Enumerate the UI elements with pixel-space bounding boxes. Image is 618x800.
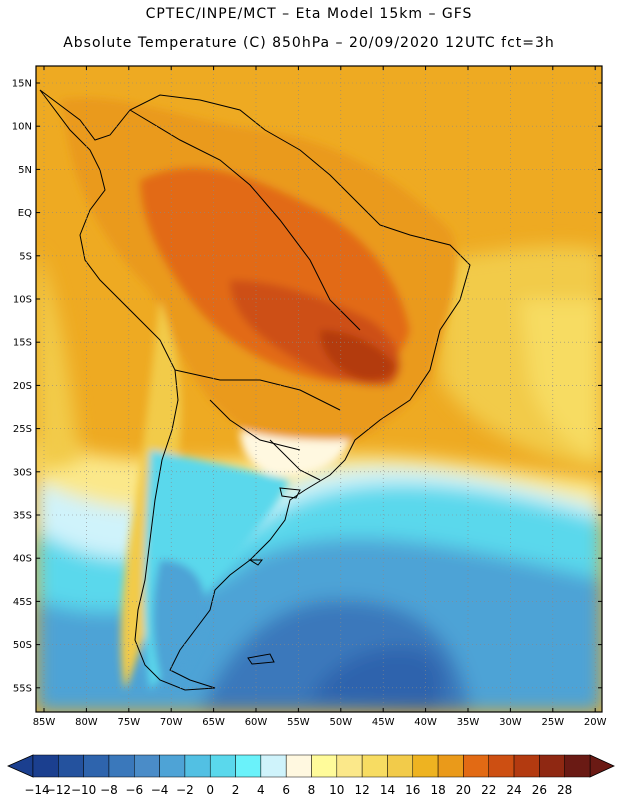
- lon-label: 75W: [117, 717, 140, 728]
- lat-label: 30S: [13, 467, 32, 478]
- lon-label: 20W: [584, 717, 607, 728]
- lon-label: 55W: [287, 717, 310, 728]
- colorbar-label: 6: [282, 783, 290, 797]
- colorbar-swatch: [361, 754, 388, 778]
- colorbar-label: 24: [506, 783, 521, 797]
- colorbar-label: 26: [532, 783, 547, 797]
- colorbar-swatch: [83, 754, 110, 778]
- coastline-outline: [39, 89, 471, 691]
- colorbar-label: 28: [557, 783, 572, 797]
- lat-label: 10S: [13, 295, 32, 306]
- colorbar-swatch: [539, 754, 565, 778]
- colorbar-label: −8: [100, 783, 118, 797]
- lon-label: 30W: [499, 717, 522, 728]
- colorbar-swatch: [184, 754, 211, 778]
- map-frame: [35, 65, 603, 713]
- colorbar-label: −10: [71, 783, 96, 797]
- lat-label: 10N: [12, 122, 32, 133]
- lon-label: 45W: [372, 717, 395, 728]
- lat-label: 50S: [13, 640, 32, 651]
- colorbar-over-arrow: [589, 754, 615, 778]
- colorbar-swatch: [159, 754, 186, 778]
- lon-label: 85W: [33, 717, 56, 728]
- temperature-field: [36, 66, 602, 712]
- colorbar-swatch: [260, 754, 287, 778]
- lon-label: 40W: [414, 717, 437, 728]
- lat-label: 15S: [13, 338, 32, 349]
- lat-label: 20S: [13, 381, 32, 392]
- colorbar-swatch: [412, 754, 439, 778]
- colorbar-label: 16: [405, 783, 420, 797]
- colorbar-label: 14: [380, 783, 395, 797]
- lon-label: 70W: [160, 717, 183, 728]
- colorbar: −14−12 −10 −8 −6 −4 −2 0 2 4 6 8 10 12 14 16 18 20 22 24 26…: [7, 754, 615, 797]
- colorbar-swatch: [209, 754, 236, 778]
- latitude-labels: 15N 10N 5N EQ 5S 10S 15S 20S 25S 30S 35S 40S 45S 50S 5…: [12, 79, 32, 695]
- colorbar-swatch: [311, 754, 338, 778]
- lat-label: 5S: [19, 251, 32, 262]
- colorbar-label: −4: [151, 783, 169, 797]
- colorbar-label: 0: [206, 783, 214, 797]
- colorbar-swatch: [235, 754, 262, 778]
- lat-label: EQ: [18, 208, 32, 219]
- colorbar-swatch: [134, 754, 160, 778]
- colorbar-swatch: [32, 754, 59, 778]
- lon-label: 50W: [329, 717, 352, 728]
- colorbar-swatch: [564, 754, 591, 778]
- colorbar-under-arrow: [7, 754, 34, 778]
- colorbar-label: 4: [257, 783, 265, 797]
- colorbar-swatch: [108, 754, 135, 778]
- title-line-1: CPTEC/INPE/MCT – Eta Model 15km – GFS: [145, 6, 473, 22]
- lon-label: 65W: [202, 717, 225, 728]
- lat-label: 25S: [13, 424, 32, 435]
- colorbar-swatch: [437, 754, 464, 778]
- colorbar-label: −14: [24, 783, 49, 797]
- colorbar-label: −6: [125, 783, 143, 797]
- axis-ticks: [36, 66, 602, 712]
- lat-label: 5N: [18, 165, 32, 176]
- lat-label: 45S: [13, 597, 32, 608]
- colorbar-swatch: [488, 754, 515, 778]
- colorbar-label: 20: [456, 783, 471, 797]
- longitude-labels: 85W 80W 75W 70W 65W 60W 55W 50W 45W 40W 35W 30W 25W 2…: [33, 717, 607, 728]
- lon-label: 80W: [75, 717, 98, 728]
- colorbar-label: 2: [232, 783, 240, 797]
- colorbar-swatch: [513, 754, 540, 778]
- lon-label: 25W: [541, 717, 564, 728]
- colorbar-label: 12: [354, 783, 369, 797]
- lat-label: 15N: [12, 79, 32, 90]
- colorbar-label: −2: [176, 783, 194, 797]
- colorbar-label: 8: [308, 783, 316, 797]
- lat-label: 40S: [13, 554, 32, 565]
- colorbar-swatch: [387, 754, 414, 778]
- title-line-2: Absolute Temperature (C) 850hPa – 20/09/…: [63, 35, 555, 51]
- colorbar-label: 10: [329, 783, 344, 797]
- colorbar-label: 18: [430, 783, 445, 797]
- lat-label: 55S: [13, 683, 32, 694]
- lon-label: 60W: [245, 717, 268, 728]
- colorbar-label: 22: [481, 783, 496, 797]
- colorbar-label: −12: [46, 783, 71, 797]
- lat-label: 35S: [13, 511, 32, 522]
- lon-label: 35W: [457, 717, 480, 728]
- colorbar-swatch: [285, 754, 312, 778]
- colorbar-swatch: [336, 754, 363, 778]
- colorbar-swatch: [58, 754, 84, 778]
- colorbar-swatch: [463, 754, 489, 778]
